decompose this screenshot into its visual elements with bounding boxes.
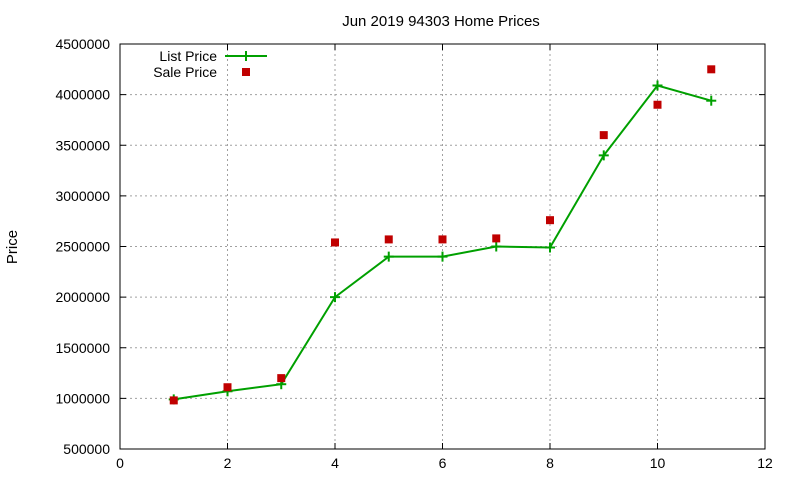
legend-plus-marker [241, 51, 251, 61]
series [168, 65, 717, 405]
y-tick-label: 1500000 [55, 340, 110, 356]
sale-price-point [492, 234, 501, 243]
list-price-point [598, 150, 609, 161]
sale-price-point [653, 100, 662, 109]
y-tick-label: 1000000 [55, 390, 110, 406]
y-tick-label: 2000000 [55, 289, 110, 305]
ticks: 0 2 4 6 8 10 12 500000 1000000 1500000 2000000 2500… [55, 36, 773, 471]
x-tick-label: 8 [546, 455, 554, 471]
sale-price-point [599, 131, 608, 140]
x-tick-label: 2 [224, 455, 232, 471]
y-axis-label: Price [4, 230, 21, 264]
list-price-point [652, 80, 663, 91]
sale-price-point [384, 235, 393, 244]
sale-price-point [223, 383, 232, 392]
list-price-point [330, 292, 340, 303]
list-price-point [706, 95, 717, 106]
legend-label: Sale Price [153, 64, 217, 80]
sale-price-point [331, 238, 339, 247]
grid [120, 44, 765, 449]
x-tick-label: 4 [331, 455, 339, 471]
legend-label: List Price [159, 48, 217, 64]
y-tick-label: 3500000 [55, 137, 110, 153]
y-tick-label: 3000000 [55, 188, 110, 204]
list-price-point [437, 251, 448, 262]
sale-price-point [438, 235, 447, 244]
y-tick-label: 2500000 [55, 239, 110, 255]
plot-frame [119, 43, 766, 450]
x-tick-label: 0 [116, 455, 124, 471]
x-tick-label: 10 [650, 455, 666, 471]
list-price-point [491, 241, 502, 252]
legend-square-marker [242, 68, 250, 76]
sale-price-point [546, 216, 554, 225]
sale-price-point [277, 374, 286, 383]
sale-price-point [707, 65, 716, 74]
x-tick-label: 12 [757, 455, 773, 471]
y-tick-label: 4000000 [55, 87, 110, 103]
list-price-point [383, 251, 394, 262]
chart-title: Jun 2019 94303 Home Prices [342, 13, 540, 30]
sale-price-point [169, 396, 178, 405]
list-price-point [545, 242, 555, 253]
x-tick-label: 6 [439, 455, 447, 471]
y-tick-label: 500000 [63, 441, 110, 457]
y-tick-label: 4500000 [55, 36, 110, 52]
